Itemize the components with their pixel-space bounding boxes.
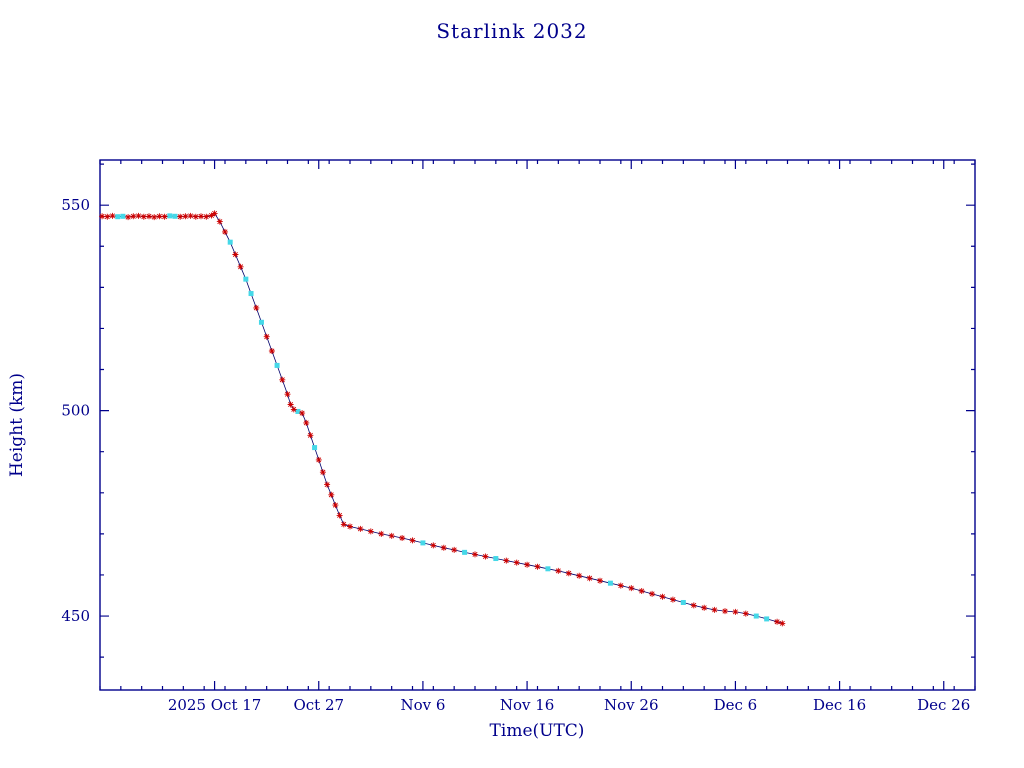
- data-series: [99, 210, 786, 627]
- y-tick-label: 550: [61, 196, 90, 214]
- x-tick-label: Oct 27: [293, 696, 344, 714]
- axes-frame: [99, 159, 976, 691]
- red-markers: [99, 210, 786, 627]
- y-tick-label: 500: [61, 402, 90, 420]
- height-trend-line: [102, 212, 783, 624]
- cyan-markers: [115, 213, 770, 622]
- chart-title: Starlink 2032: [436, 19, 587, 43]
- tick-labels: 2025 Oct 17 Oct 27 Nov 6 Nov 16 Nov 26 Dec 6 D…: [61, 196, 970, 714]
- x-tick-label: Dec 6: [714, 696, 758, 714]
- x-tick-label: 2025 Oct 17: [168, 696, 262, 714]
- x-tick-label: Nov 16: [500, 696, 555, 714]
- x-tick-label: Dec 26: [917, 696, 970, 714]
- x-tick-label: Nov 26: [604, 696, 659, 714]
- y-tick-label: 450: [61, 607, 90, 625]
- y-axis-label: Height (km): [7, 373, 27, 477]
- x-tick-label: Nov 6: [400, 696, 445, 714]
- x-tick-label: Dec 16: [813, 696, 866, 714]
- x-axis-label: Time(UTC): [490, 721, 585, 741]
